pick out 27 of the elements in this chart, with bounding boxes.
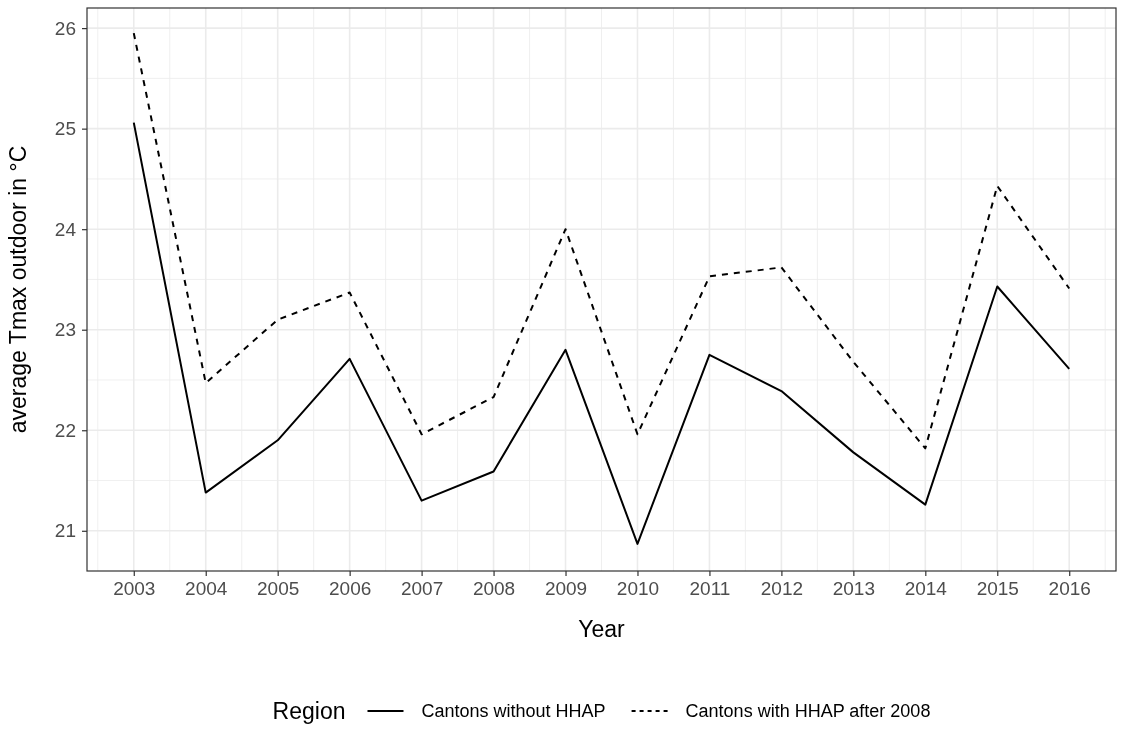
legend-title: Region <box>272 698 346 724</box>
x-tick-label: 2012 <box>760 578 804 600</box>
x-tick-label: 2008 <box>472 578 516 600</box>
line-series <box>132 32 1071 450</box>
x-tick-label: 2005 <box>257 578 300 600</box>
x-tick-label: 2016 <box>1048 578 1091 600</box>
x-tick-label: 2009 <box>544 578 588 600</box>
line-series <box>132 121 1071 545</box>
x-tick-label: 2010 <box>616 578 660 600</box>
x-tick-label: 2006 <box>329 578 372 600</box>
x-tick-label: 2011 <box>689 578 731 600</box>
y-tick-label: 25 <box>54 118 76 140</box>
y-axis-title: average Tmax outdoor in °C <box>5 145 31 434</box>
y-tick-label: 23 <box>54 319 76 341</box>
x-axis-title: Year <box>578 616 626 642</box>
x-tick-label: 2007 <box>400 578 444 600</box>
y-tick-label: 24 <box>54 218 77 240</box>
x-tick-label: 2014 <box>904 578 948 600</box>
x-tick-label: 2013 <box>832 578 875 600</box>
legend-label: Cantons without HHAP <box>421 701 606 721</box>
x-tick-label: 2015 <box>976 578 1019 600</box>
y-tick-label: 21 <box>54 520 76 542</box>
legend-label: Cantons with HHAP after 2008 <box>685 701 931 721</box>
y-tick-label: 22 <box>54 419 76 441</box>
x-tick-label: 2003 <box>113 578 156 600</box>
y-tick-label: 26 <box>54 17 76 39</box>
x-tick-label: 2004 <box>185 578 228 600</box>
